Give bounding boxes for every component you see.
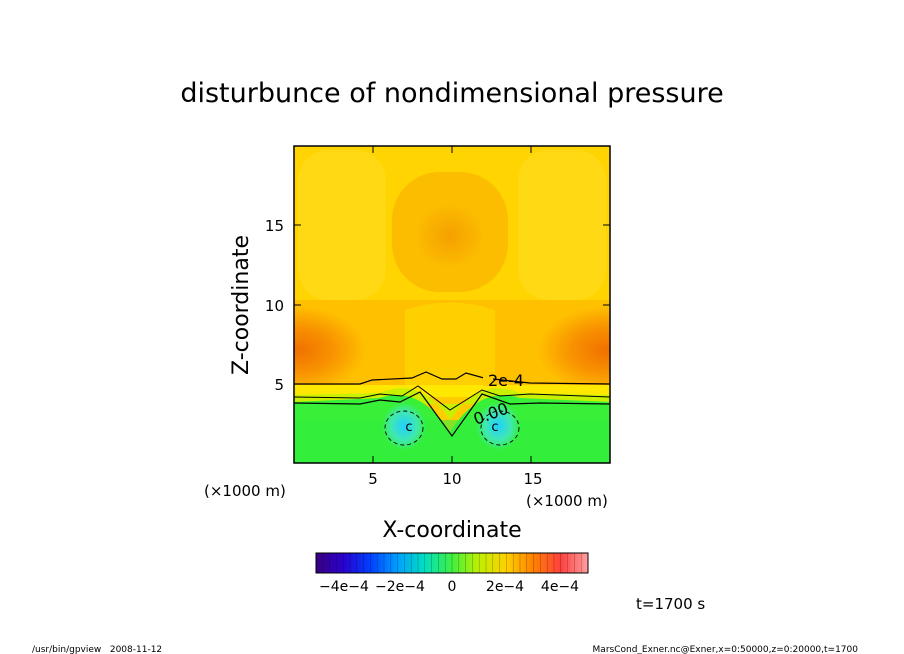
contour-label-gap [483, 368, 493, 386]
time-label: t=1700 s [636, 595, 705, 613]
colorbar [315, 552, 589, 574]
min-marker-right: c [491, 420, 498, 435]
footer-left: /usr/bin/gpview 2008-11-12 [32, 645, 162, 654]
left-minimum [382, 402, 426, 450]
y-tick-label: 5 [274, 376, 284, 394]
right-minimum [476, 402, 520, 450]
colorbar-tick-label: −4e−4 [319, 579, 369, 595]
x-axis-label: X-coordinate [382, 518, 521, 543]
colorbar-tick-label: −2e−4 [375, 579, 425, 595]
min-marker-left: c [405, 420, 412, 435]
contour-negative-left [384, 410, 424, 446]
contour-1e-4 [294, 385, 610, 411]
colorbar-tick-label: 0 [448, 579, 457, 595]
x-tick-label: 10 [442, 470, 461, 488]
contour-zero [294, 391, 610, 438]
y-tick-label: 10 [265, 297, 284, 315]
tick-marks [294, 146, 610, 463]
colorbar-tick-label: 2e−4 [486, 579, 524, 595]
right-maximum [538, 306, 610, 394]
central-maximum [416, 204, 484, 268]
contour-2e-4 [294, 371, 610, 385]
heatmap-field: c c [294, 146, 610, 463]
contour-label-2e-4: 2e-4 [488, 371, 524, 390]
y-axis-label: Z-coordinate [229, 235, 254, 375]
x-unit-label: (×1000 m) [526, 492, 608, 510]
x-tick-label: 15 [523, 470, 542, 488]
y-tick-label: 15 [265, 217, 284, 235]
y-unit-label: (×1000 m) [204, 482, 286, 500]
chart-title: disturbunce of nondimensional pressure [180, 78, 723, 109]
contour-negative-right [480, 410, 520, 446]
footer-right: MarsCond_Exner.nc@Exner,x=0:50000,z=0:20… [593, 645, 859, 654]
x-tick-label: 5 [368, 470, 378, 488]
left-maximum [294, 306, 366, 394]
colorbar-tick-label: 4e−4 [541, 579, 579, 595]
